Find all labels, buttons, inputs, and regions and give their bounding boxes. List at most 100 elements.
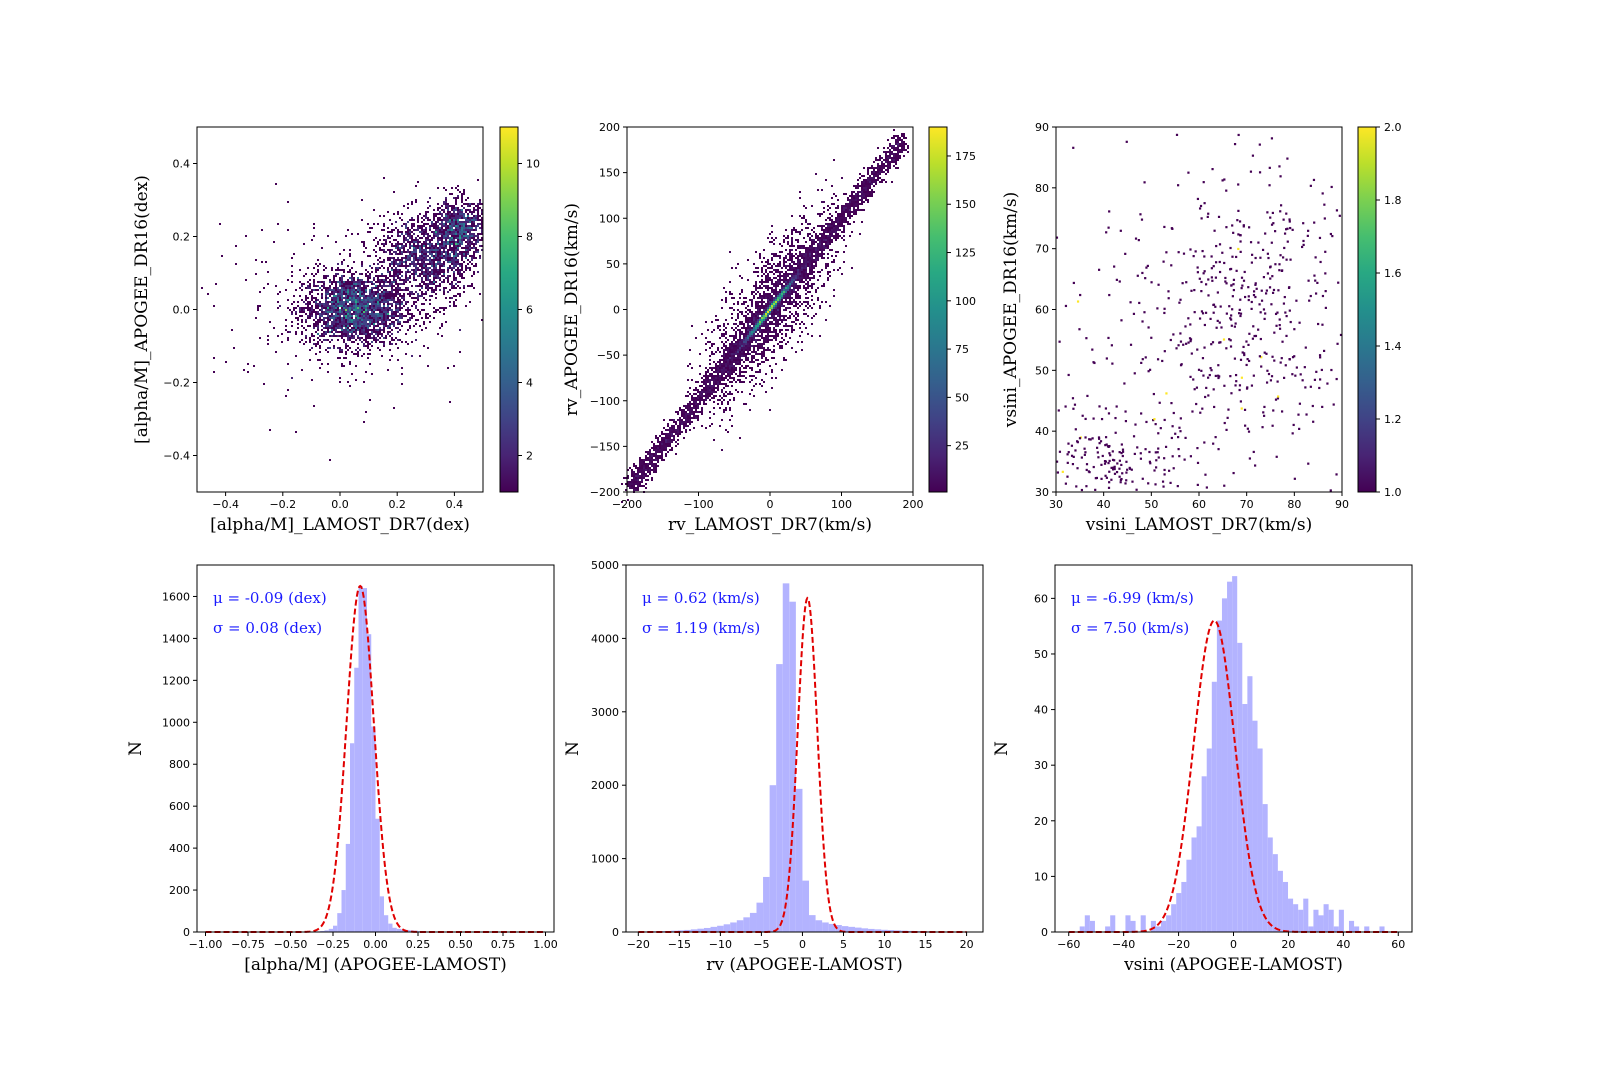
rv-density-cell — [903, 133, 905, 135]
alpha-density-cell — [383, 267, 385, 269]
alpha-density-cell — [421, 291, 423, 293]
rv-density-cell — [863, 183, 865, 185]
rv-density-cell — [759, 329, 761, 331]
alpha-density-cell — [343, 311, 345, 313]
rv-density-cell — [791, 277, 793, 279]
rv-density-cell — [805, 263, 807, 265]
alpha-density-cell — [473, 219, 475, 221]
rv-density-cell — [645, 475, 647, 477]
alpha-density-cell — [307, 309, 309, 311]
alpha-density-cell — [443, 255, 445, 257]
rv-density-cell — [771, 315, 773, 317]
rv-density-cell — [727, 355, 729, 357]
alpha-density-cell — [337, 319, 339, 321]
alpha-density-cell — [433, 273, 435, 275]
alpha-density-cell — [383, 345, 385, 347]
alpha-density-cell — [453, 271, 455, 273]
alpha-density-cell — [473, 271, 475, 273]
alpha-density-cell — [343, 289, 345, 291]
alpha-density-cell — [393, 277, 395, 279]
rv-density-cell — [785, 307, 787, 309]
rv-density-cell — [635, 477, 637, 479]
alpha-density-cell — [425, 227, 427, 229]
rv-density-cell — [905, 149, 907, 151]
rv-density-cell — [811, 263, 813, 265]
rv-density-cell — [769, 303, 771, 305]
rv-density-cell — [707, 391, 709, 393]
rv-density-cell — [763, 313, 765, 315]
rv-density-cell — [719, 361, 721, 363]
rv-density-cell — [629, 485, 631, 487]
alpha-density-cell — [449, 229, 451, 231]
alpha-density-cell — [343, 297, 345, 299]
alpha-density-cell — [461, 199, 463, 201]
alpha-density-cell — [387, 331, 389, 333]
rv-density-cell — [869, 185, 871, 187]
rv-density-cell — [667, 429, 669, 431]
rv-density-cell — [769, 309, 771, 311]
alpha-density-cell — [429, 239, 431, 241]
alpha-density-cell — [367, 345, 369, 347]
alpha-density-cell — [355, 329, 357, 331]
alpha-density-cell — [331, 317, 333, 319]
alpha-density-cell — [437, 225, 439, 227]
alpha-density-cell — [377, 285, 379, 287]
rv-density-cell — [669, 419, 671, 421]
alpha-density-cell — [371, 291, 373, 293]
rv-density-cell — [831, 221, 833, 223]
rv-density-cell — [805, 289, 807, 291]
rv-density-cell — [807, 233, 809, 235]
rv-density-cell — [841, 219, 843, 221]
rv-density-cell — [807, 261, 809, 263]
rv-density-cell — [767, 301, 769, 303]
rv-density-cell — [855, 193, 857, 195]
alpha-density-cell — [331, 309, 333, 311]
alpha-density-cell — [343, 309, 345, 311]
rv-density-cell — [679, 427, 681, 429]
rv-density-cell — [825, 229, 827, 231]
rv-density-cell — [821, 285, 823, 287]
alpha-density-cell — [453, 207, 455, 209]
alpha-density-cell — [397, 359, 399, 361]
alpha-density-cell — [299, 295, 301, 297]
rv-density-cell — [683, 409, 685, 411]
rv-density-cell — [863, 195, 865, 197]
alpha-density-cell — [419, 295, 421, 297]
rv-density-cell — [877, 179, 879, 181]
rv-density-cell — [823, 235, 825, 237]
rv-density-cell — [809, 257, 811, 259]
alpha-density-cell — [385, 295, 387, 297]
alpha-density-cell — [349, 283, 351, 285]
alpha-density-cell — [379, 297, 381, 299]
rv-density-cell — [793, 281, 795, 283]
rv-density-cell — [655, 471, 657, 473]
rv-density-cell — [815, 247, 817, 249]
rv-density-cell — [767, 325, 769, 327]
rv-density-cell — [767, 303, 769, 305]
rv-density-cell — [775, 287, 777, 289]
rv-density-cell — [667, 435, 669, 437]
alpha-density-cell — [417, 221, 419, 223]
alpha-density-ytick-label: −0.2 — [163, 377, 190, 390]
alpha-density-cell — [313, 279, 315, 281]
rv-density-cell — [707, 397, 709, 399]
rv-density-cell — [683, 405, 685, 407]
rv-density-cell — [855, 185, 857, 187]
rv-density-cell — [861, 187, 863, 189]
rv-density-cell — [699, 411, 701, 413]
rv-density-cell — [787, 241, 789, 243]
rv-density-cell — [885, 165, 887, 167]
rv-density-cell — [763, 317, 765, 319]
alpha-density-cell — [393, 313, 395, 315]
rv-density-cell — [701, 407, 703, 409]
rv-density-cell — [747, 343, 749, 345]
rv-density-cell — [707, 395, 709, 397]
alpha-density-cell — [445, 201, 447, 203]
alpha-density-cell — [389, 253, 391, 255]
rv-density-cell — [777, 295, 779, 297]
rv-density-cell — [889, 163, 891, 165]
rv-density-cell — [747, 365, 749, 367]
rv-density-cell — [763, 319, 765, 321]
alpha-density-cell — [387, 269, 389, 271]
rv-density-cell — [769, 295, 771, 297]
